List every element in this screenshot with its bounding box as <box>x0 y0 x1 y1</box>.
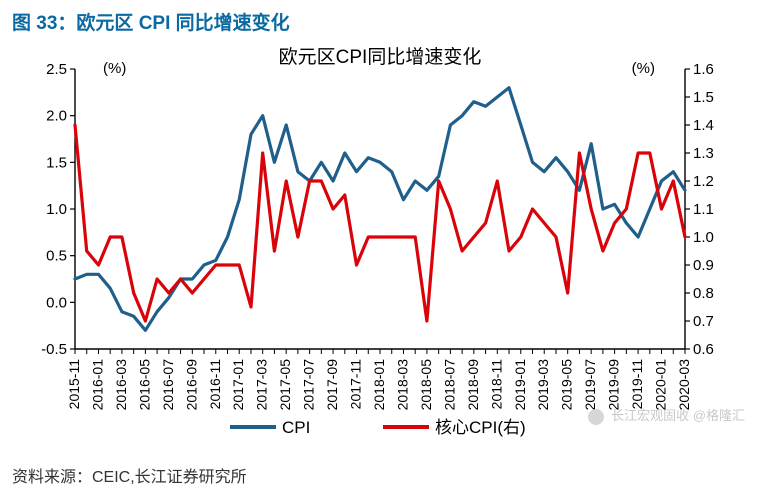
x-tick-label: 2015-11 <box>66 359 82 410</box>
x-tick-label: 2018-11 <box>488 359 504 410</box>
y-left-tick-label: 2.5 <box>46 61 67 78</box>
x-tick-label: 2019-07 <box>582 359 598 411</box>
y-right-tick-label: 0.8 <box>693 285 714 302</box>
y-left-tick-label: -0.5 <box>41 341 67 358</box>
x-tick-label: 2019-05 <box>559 359 575 411</box>
legend-label: CPI <box>282 418 310 437</box>
y-right-tick-label: 1.5 <box>693 89 714 106</box>
x-tick-label: 2017-11 <box>348 359 364 410</box>
y-right-tick-label: 0.7 <box>693 313 714 330</box>
y-right-tick-label: 1.6 <box>693 61 714 78</box>
y-right-tick-label: 0.6 <box>693 341 714 358</box>
x-tick-label: 2017-05 <box>277 359 293 411</box>
source-label: 资料来源：CEIC,长江证券研究所 <box>0 459 761 491</box>
chart-svg: 欧元区CPI同比增速变化 (%) (%) -0.5 0.0 0.5 1.0 1.5 2.0 2.5… <box>10 39 751 439</box>
x-tick-label: 2019-03 <box>535 359 551 411</box>
y-right-tick-label: 1.4 <box>693 117 714 134</box>
x-tick-label: 2016-09 <box>183 359 199 411</box>
x-tick-label: 2017-01 <box>230 359 246 411</box>
x-tick-label: 2017-03 <box>254 359 270 411</box>
series-CPI <box>75 88 685 331</box>
y-left-tick-label: 2.0 <box>46 108 67 125</box>
x-tick-label: 2016-01 <box>89 359 105 411</box>
y-left-tick-label: 1.5 <box>46 154 67 171</box>
x-tick-label: 2018-03 <box>394 359 410 411</box>
y-right-tick-label: 1.3 <box>693 145 714 162</box>
y-right-unit: (%) <box>632 60 655 77</box>
y-left-tick-label: 0.5 <box>46 248 67 265</box>
legend-label: 核心CPI(右) <box>435 418 526 437</box>
x-tick-label: 2018-05 <box>418 359 434 411</box>
x-tick-label: 2016-07 <box>160 359 176 411</box>
x-tick-label: 2020-01 <box>653 359 669 411</box>
x-tick-label: 2018-09 <box>465 359 481 411</box>
y-right-tick-label: 1.1 <box>693 201 714 218</box>
x-tick-label: 2017-07 <box>301 359 317 411</box>
y-left-tick-label: 1.0 <box>46 201 67 218</box>
y-right-tick-label: 0.9 <box>693 257 714 274</box>
x-tick-label: 2018-01 <box>371 359 387 411</box>
x-tick-label: 2016-03 <box>113 359 129 411</box>
chart-title: 欧元区CPI同比增速变化 <box>279 46 482 68</box>
x-tick-label: 2020-03 <box>676 359 692 411</box>
y-left-unit: (%) <box>103 60 126 77</box>
x-tick-label: 2016-11 <box>207 359 223 410</box>
x-tick-label: 2016-05 <box>136 359 152 411</box>
x-tick-label: 2018-07 <box>441 359 457 411</box>
x-tick-label: 2019-01 <box>512 359 528 411</box>
chart-container: 欧元区CPI同比增速变化 (%) (%) -0.5 0.0 0.5 1.0 1.5 2.0 2.5… <box>10 39 751 459</box>
y-right-tick-label: 1.0 <box>693 229 714 246</box>
y-right-tick-label: 1.2 <box>693 173 714 190</box>
figure-title: 图 33：欧元区 CPI 同比增速变化 <box>0 0 761 39</box>
x-tick-label: 2019-09 <box>606 359 622 411</box>
x-tick-label: 2019-11 <box>629 359 645 410</box>
x-tick-label: 2017-09 <box>324 359 340 411</box>
y-left-tick-label: 0.0 <box>46 294 67 311</box>
